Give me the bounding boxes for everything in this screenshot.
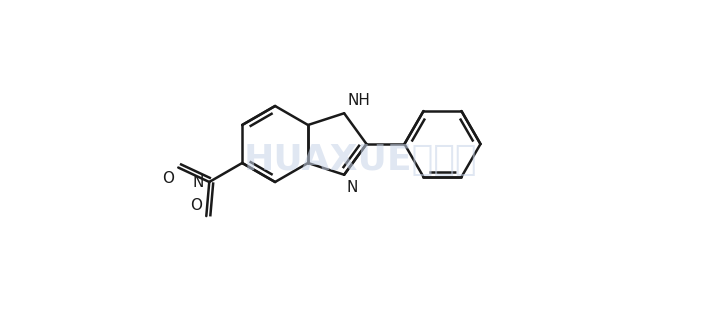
Text: HUAXUE化学加: HUAXUE化学加: [243, 143, 477, 177]
Text: NH: NH: [347, 93, 370, 108]
Text: N: N: [193, 174, 204, 189]
Text: O: O: [190, 198, 202, 213]
Text: O: O: [162, 171, 174, 186]
Text: N: N: [346, 180, 358, 195]
